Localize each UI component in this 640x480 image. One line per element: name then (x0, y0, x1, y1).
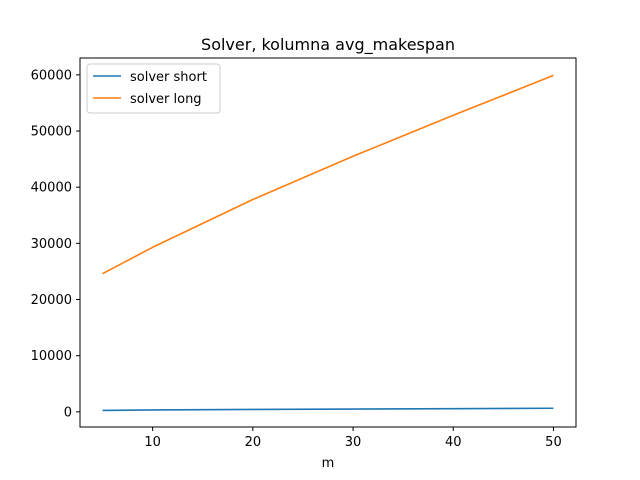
series-line-1 (102, 407, 554, 412)
y-tick-label: 10000 (31, 349, 72, 364)
x-axis-label: m (322, 456, 335, 471)
legend-label: solver long (130, 92, 202, 107)
y-tick-label: 60000 (31, 68, 72, 83)
legend-label: solver short (130, 70, 207, 85)
series-line-2 (102, 74, 554, 275)
y-tick-label: 20000 (31, 293, 72, 308)
y-tick-label: 40000 (31, 181, 72, 196)
y-tick-label: 50000 (31, 125, 72, 140)
x-tick-label: 40 (445, 435, 462, 450)
plot-area (102, 74, 554, 412)
x-tick-label: 50 (545, 435, 562, 450)
y-axis: 0 10000 20000 30000 40000 50000 60000 (31, 68, 80, 420)
y-tick-label: 30000 (31, 237, 72, 252)
axes-frame (79, 57, 577, 428)
x-tick-label: 10 (144, 435, 161, 450)
x-tick-label: 20 (245, 435, 262, 450)
x-axis: 10 20 30 40 50 (144, 427, 562, 450)
legend: solver short solver long (86, 63, 221, 114)
x-tick-label: 30 (345, 435, 362, 450)
chart-title: Solver, kolumna avg_makespan (201, 35, 455, 55)
y-tick-label: 0 (64, 405, 72, 420)
